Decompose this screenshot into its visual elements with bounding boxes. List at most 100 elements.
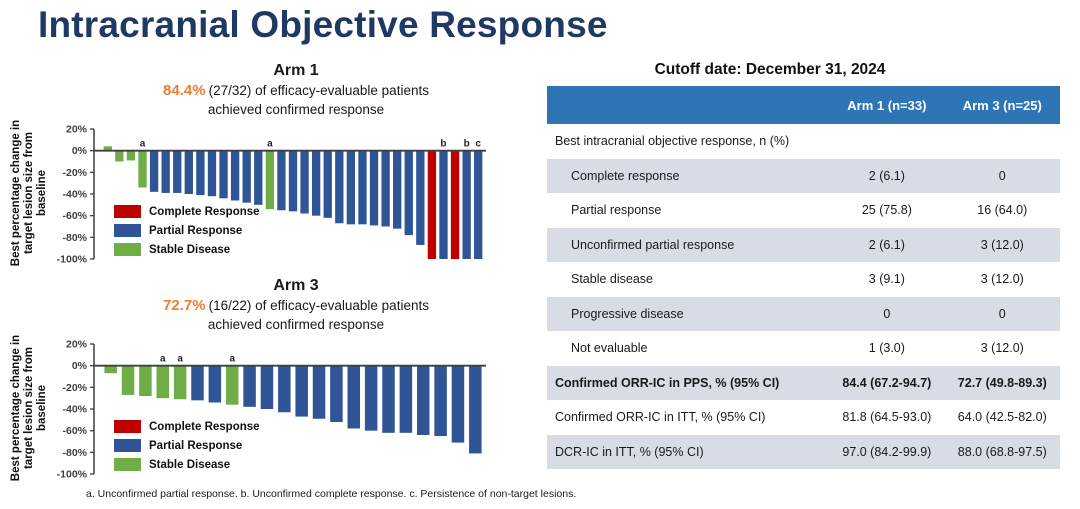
svg-text:0%: 0% [72,360,88,372]
svg-text:0%: 0% [72,145,88,157]
table-row-unconfirmed-partial-response: Unconfirmed partial response 2 (6.1) 3 (… [547,227,1060,262]
legend-label: Complete Response [149,420,260,433]
arm3-response-rate-value: 72.7% [163,297,206,314]
col-header-empty [547,86,830,124]
arm1-waterfall-chart: Arm 1 84.4% (27/32) of efficacy-evaluable… [10,62,550,267]
legend-label: Partial Response [149,439,243,452]
svg-text:b: b [464,139,470,150]
row-label: Partial response [571,203,662,218]
svg-text:-20%: -20% [62,167,87,179]
row-value-arm1: 0 [829,296,945,331]
svg-text:-40%: -40% [62,404,87,416]
svg-text:-60%: -60% [62,210,87,222]
arm3-subtitle-text: (16/22) of efficacy-evaluable patients [208,298,429,313]
row-value-arm3: 3 (12.0) [944,227,1060,262]
arm1-response-rate-value: 84.4% [163,82,206,99]
row-value-arm3: 3 (12.0) [980,341,1024,356]
table-header-row: Arm 1 (n=33) Arm 3 (n=25) [547,86,1060,124]
arm1-chart-subtitle: 84.4% (27/32) of efficacy-evaluable patie… [74,81,518,118]
row-label: Stable disease [571,272,654,287]
arm1-chart-legend: Complete Response Partial Response Stabl… [114,205,260,262]
svg-text:-80%: -80% [62,447,87,459]
legend-item-stable-disease: Stable Disease [114,458,260,472]
arm1-waterfall-plot: 20%0%-20%-40%-60%-80%-100%a a b b c [57,124,486,266]
row-value-arm3: 3 (12.0) [980,272,1024,287]
row-value-arm3: 64.0 (42.5-82.0) [957,410,1047,425]
legend-swatch-partial-response [114,224,141,238]
legend-label: Complete Response [149,205,260,218]
table-row-dcr-ic-itt: DCR-IC in ITT, % (95% CI) 97.0 (84.2-99.… [547,434,1060,469]
row-label: Not evaluable [571,341,648,356]
row-value-arm1 [829,124,944,159]
row-value-arm1: 97.0 (84.2-99.9) [829,434,945,469]
row-label: Confirmed ORR-IC in PPS, % (95% CI) [547,365,830,400]
row-value-arm3 [945,124,1060,159]
table-row-section: Best intracranial objective response, n … [547,124,1060,159]
table-row-confirmed-orr-ic-itt: Confirmed ORR-IC in ITT, % (95% CI) 81.8… [547,400,1060,435]
svg-text:a: a [160,354,166,365]
arm1-subtitle-text: (27/32) of efficacy-evaluable patients [208,83,429,98]
table-row-confirmed-orr-ic-pps: Confirmed ORR-IC in PPS, % (95% CI) 84.4… [547,365,1060,400]
legend-swatch-complete-response [114,205,141,219]
row-value-arm1: 2 (6.1) [829,227,945,262]
row-value-arm3: 0 [944,158,1060,193]
legend-item-complete-response: Complete Response [114,420,260,434]
table-row-not-evaluable: Not evaluable 1 (3.0) 3 (12.0) [547,331,1060,366]
arm3-chart-title: Arm 3 [273,277,319,294]
legend-item-complete-response: Complete Response [114,205,260,219]
table-row-partial-response: Partial response 25 (75.8) 16 (64.0) [547,193,1060,228]
row-label: DCR-IC in ITT, % (95% CI) [547,434,830,469]
arm1-subtitle-line2: achieved confirmed response [207,101,385,117]
arm3-chart-subtitle: 72.7% (16/22) of efficacy-evaluable patie… [74,296,518,333]
row-value-arm3: 0 [944,296,1060,331]
col-header-arm1: Arm 1 (n=33) [829,86,945,124]
row-value-arm1: 2 (6.1) [829,158,945,193]
col-header-arm3: Arm 3 (n=25) [944,86,1060,124]
results-table: Arm 1 (n=33) Arm 3 (n=25) Best intracran… [547,86,1060,469]
svg-text:-20%: -20% [62,382,87,394]
arm3-y-axis-title: Best percentage change in target lesion … [10,334,49,482]
arm3-waterfall-chart: Arm 3 72.7% (16/22) of efficacy-evaluable… [10,277,550,482]
row-label: Complete response [547,158,830,193]
row-value-arm1: 25 (75.8) [861,203,912,218]
arm3-waterfall-plot: 20%0%-20%-40%-60%-80%-100%a a a [57,339,486,481]
legend-label: Stable Disease [149,458,231,471]
row-value-arm1: 81.8 (64.5-93.0) [842,410,932,425]
legend-item-partial-response: Partial Response [114,439,260,453]
row-value-arm1: 1 (3.0) [868,341,905,356]
svg-text:-80%: -80% [62,232,87,244]
row-label: Unconfirmed partial response [547,227,830,262]
table-row-progressive-disease: Progressive disease 0 0 [547,296,1060,331]
row-label: Best intracranial objective response, n … [555,134,790,149]
table-row-complete-response: Complete response 2 (6.1) 0 [547,158,1060,193]
row-value-arm1: 3 (9.1) [868,272,905,287]
svg-text:a: a [267,139,273,150]
svg-text:20%: 20% [66,339,88,351]
arm1-chart-title: Arm 1 [273,62,319,79]
page-title: Intracranial Objective Response [38,4,608,45]
row-value-arm3: 16 (64.0) [977,203,1028,218]
svg-text:20%: 20% [66,124,88,136]
svg-text:-100%: -100% [57,469,88,481]
legend-label: Partial Response [149,224,243,237]
footnote: a. Unconfirmed partial response. b. Unco… [86,488,577,500]
svg-text:c: c [475,139,481,150]
svg-text:a: a [140,139,146,150]
svg-text:-60%: -60% [62,425,87,437]
svg-text:-40%: -40% [62,189,87,201]
arm3-subtitle-line2: achieved confirmed response [207,316,385,332]
legend-swatch-stable-disease [114,458,141,472]
legend-swatch-complete-response [114,420,141,434]
svg-text:a: a [177,354,183,365]
row-value-arm3: 72.7 (49.8-89.3) [944,365,1060,400]
row-label: Progressive disease [547,296,830,331]
row-value-arm3: 88.0 (68.8-97.5) [944,434,1060,469]
row-label: Confirmed ORR-IC in ITT, % (95% CI) [555,410,766,425]
legend-item-stable-disease: Stable Disease [114,243,260,257]
row-value-arm1: 84.4 (67.2-94.7) [829,365,945,400]
legend-label: Stable Disease [149,243,231,256]
legend-swatch-partial-response [114,439,141,453]
legend-swatch-stable-disease [114,243,141,257]
svg-text:b: b [440,139,446,150]
svg-text:-100%: -100% [57,254,88,266]
